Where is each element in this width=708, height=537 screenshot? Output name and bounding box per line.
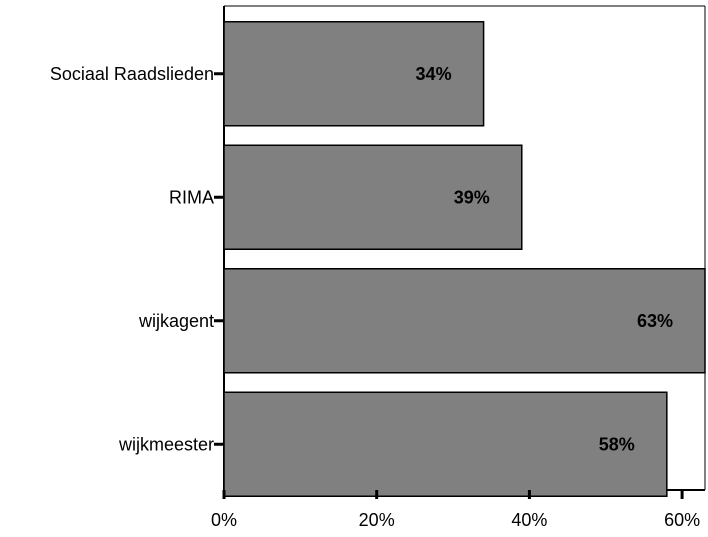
x-tick-label: 20% — [359, 510, 395, 530]
bar — [224, 269, 705, 373]
data-label: 34% — [416, 64, 452, 84]
x-tick-label: 60% — [664, 510, 700, 530]
category-label: wijkagent — [138, 311, 214, 331]
category-label: Sociaal Raadslieden — [50, 64, 214, 84]
data-label: 63% — [637, 311, 673, 331]
category-labels: Sociaal Raadslieden RIMA wijkagent wijkmees… — [50, 64, 224, 455]
category-label: RIMA — [169, 187, 214, 207]
bars-group: 34% 39% 63% 58% — [224, 22, 705, 497]
x-tick-label: 0% — [211, 510, 237, 530]
category-label: wijkmeester — [118, 434, 214, 454]
x-tick-label: 40% — [511, 510, 547, 530]
data-label: 58% — [599, 434, 635, 454]
data-label: 39% — [454, 187, 490, 207]
